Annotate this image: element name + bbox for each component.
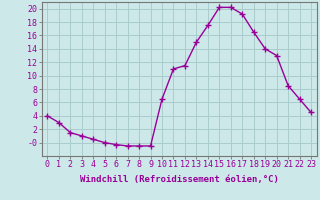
X-axis label: Windchill (Refroidissement éolien,°C): Windchill (Refroidissement éolien,°C) <box>80 175 279 184</box>
